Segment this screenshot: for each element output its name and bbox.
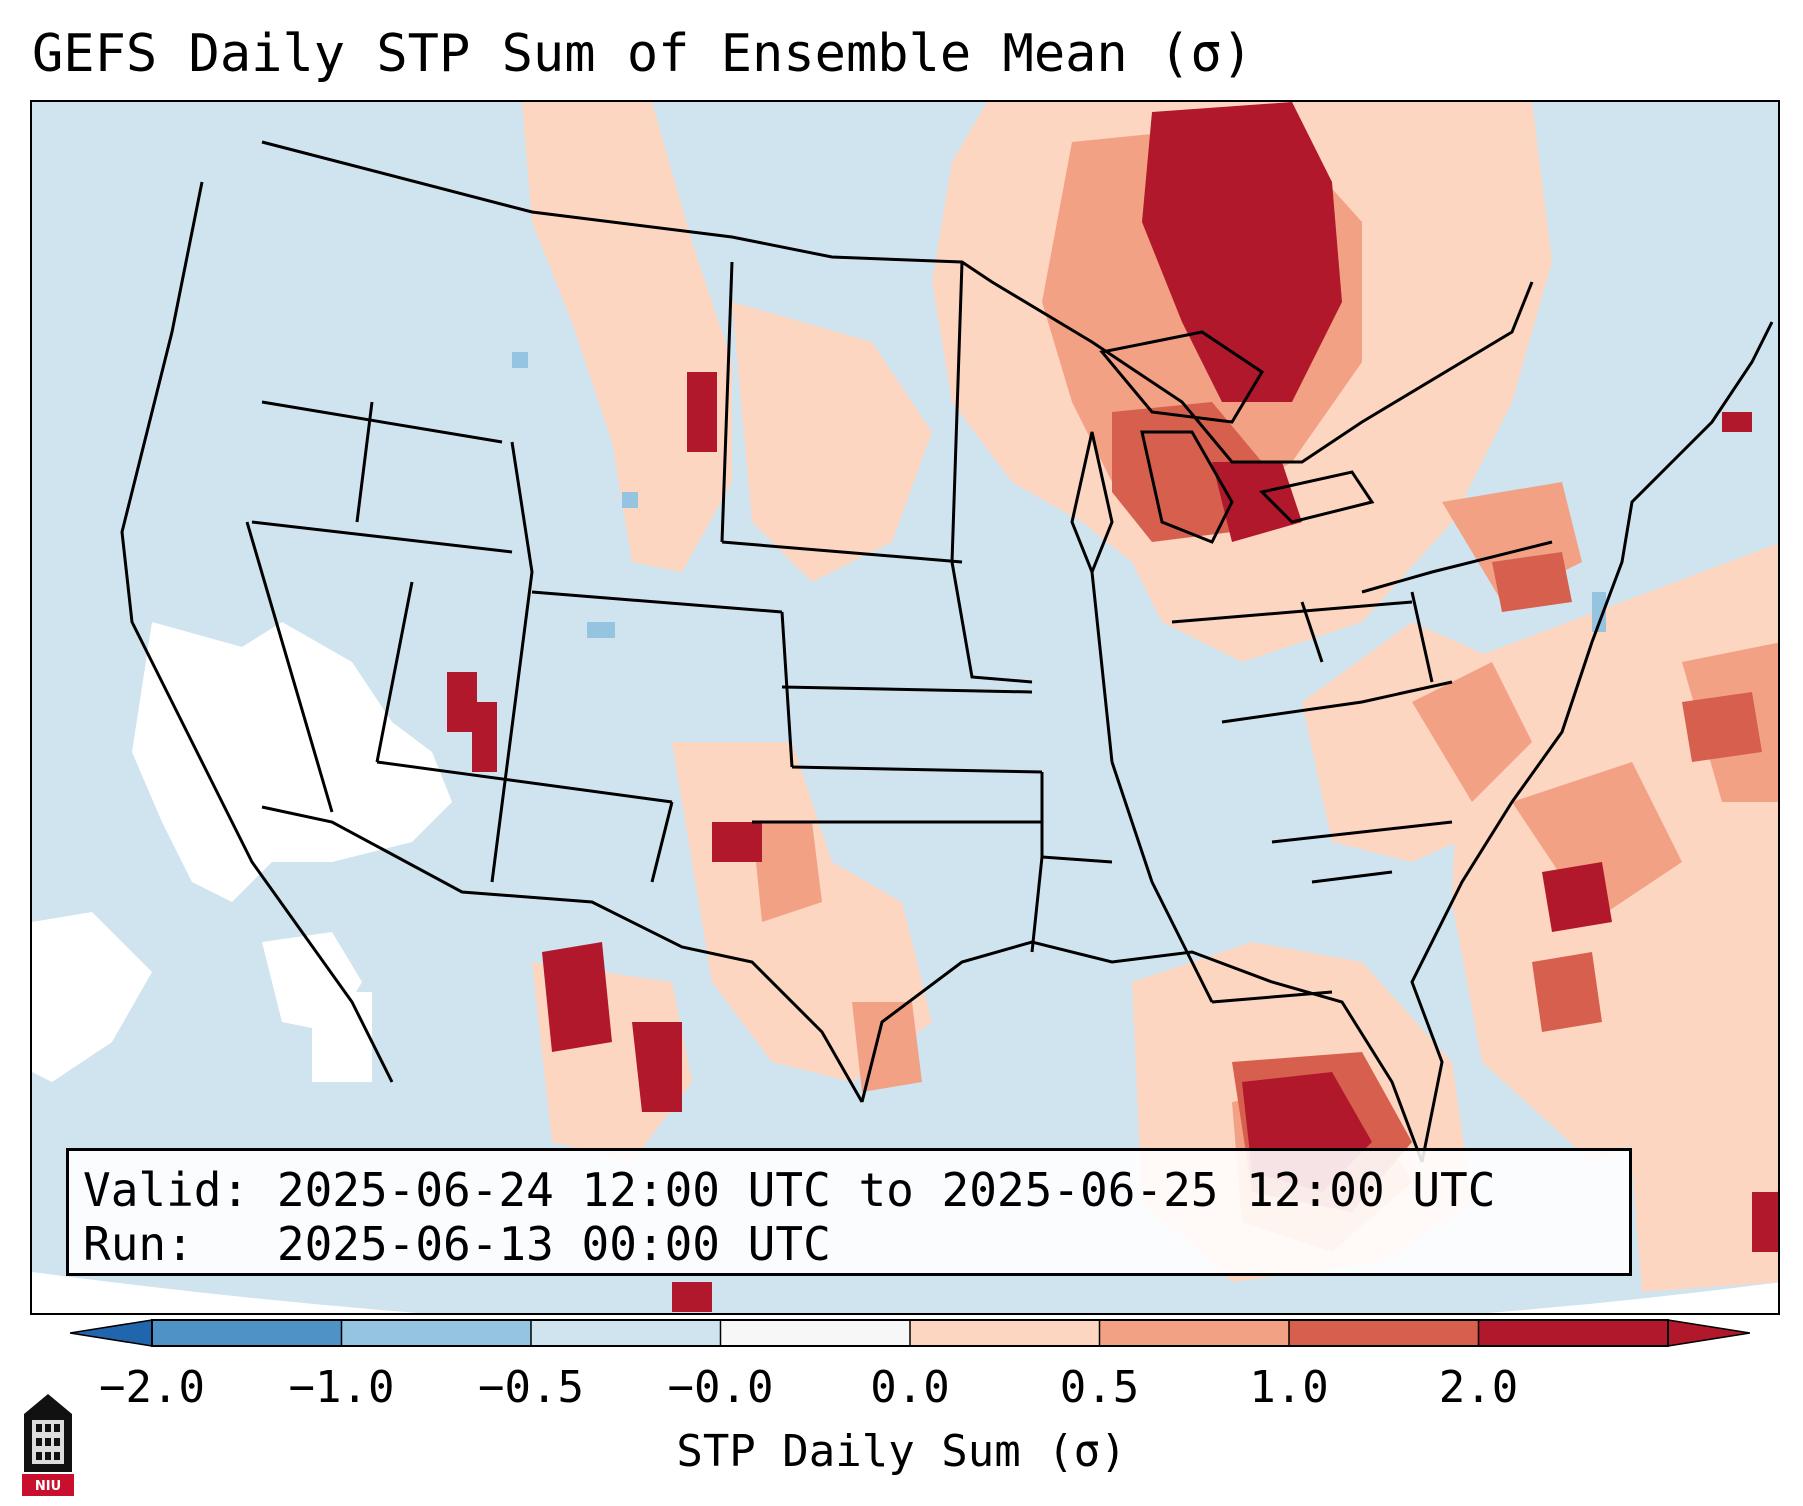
page-title: GEFS Daily STP Sum of Ensemble Mean (σ) <box>32 24 1253 84</box>
great-lakes-outline <box>1070 330 1375 577</box>
us-mexico-border <box>261 805 864 1103</box>
colorbar-extend-high <box>1667 1319 1750 1347</box>
colorbar-tick-label: 2.0 <box>1438 1362 1519 1413</box>
colorbar-tick-label: −0.0 <box>667 1362 774 1413</box>
colorbar-segment <box>910 1320 1100 1346</box>
validity-info-box: Valid: 2025-06-24 12:00 UTC to 2025-06-2… <box>66 1148 1632 1276</box>
colorbar-segments <box>152 1320 1669 1346</box>
colorbar-tick-label: 0.0 <box>870 1362 950 1413</box>
colorbar-segment <box>720 1320 911 1346</box>
political-boundaries <box>120 140 1774 1163</box>
colorbar-label: STP Daily Sum (σ) <box>676 1426 1127 1477</box>
colorbar-tick-label: −0.5 <box>478 1362 584 1413</box>
state-lines-central <box>721 261 1113 953</box>
state-lines-west <box>245 261 794 883</box>
colorbar-outline <box>151 1319 1669 1347</box>
colorbar-segment <box>152 1320 342 1346</box>
colorbar-segment <box>1478 1320 1669 1346</box>
run-time: 2025-06-13 00:00 UTC <box>276 1217 831 1271</box>
colorbar <box>70 1319 1750 1347</box>
colorbar-segment <box>1099 1320 1290 1346</box>
colorbar-segment <box>341 1320 532 1346</box>
niu-logo-icon: NIU <box>22 1394 74 1496</box>
valid-time-range: 2025-06-24 12:00 UTC to 2025-06-25 12:00… <box>276 1163 1496 1217</box>
colorbar-tick-label: 0.5 <box>1059 1362 1140 1413</box>
colorbar-extend-low <box>70 1319 153 1347</box>
pacific-coastline <box>120 181 394 1083</box>
gulf-coastline <box>860 940 1424 1163</box>
valid-label: Valid: <box>83 1163 250 1217</box>
colorbar-tick-label: −1.0 <box>288 1362 395 1413</box>
us-canada-border <box>261 140 1534 464</box>
near-zero-areas <box>32 622 452 1082</box>
colorbar-tick-label: 1.0 <box>1249 1362 1329 1413</box>
colorbar-segment <box>531 1320 721 1346</box>
colorbar-segment <box>1289 1320 1479 1346</box>
run-label: Run: <box>83 1217 194 1271</box>
map-panel <box>30 100 1780 1315</box>
colorbar-tick-label: −2.0 <box>99 1362 205 1413</box>
negative-cells <box>512 352 1606 638</box>
atlantic-coastline <box>1410 321 1774 1163</box>
state-lines-east <box>1090 540 1553 1004</box>
niu-logo-text: NIU <box>35 1479 61 1494</box>
stp-map <box>32 102 1778 1313</box>
